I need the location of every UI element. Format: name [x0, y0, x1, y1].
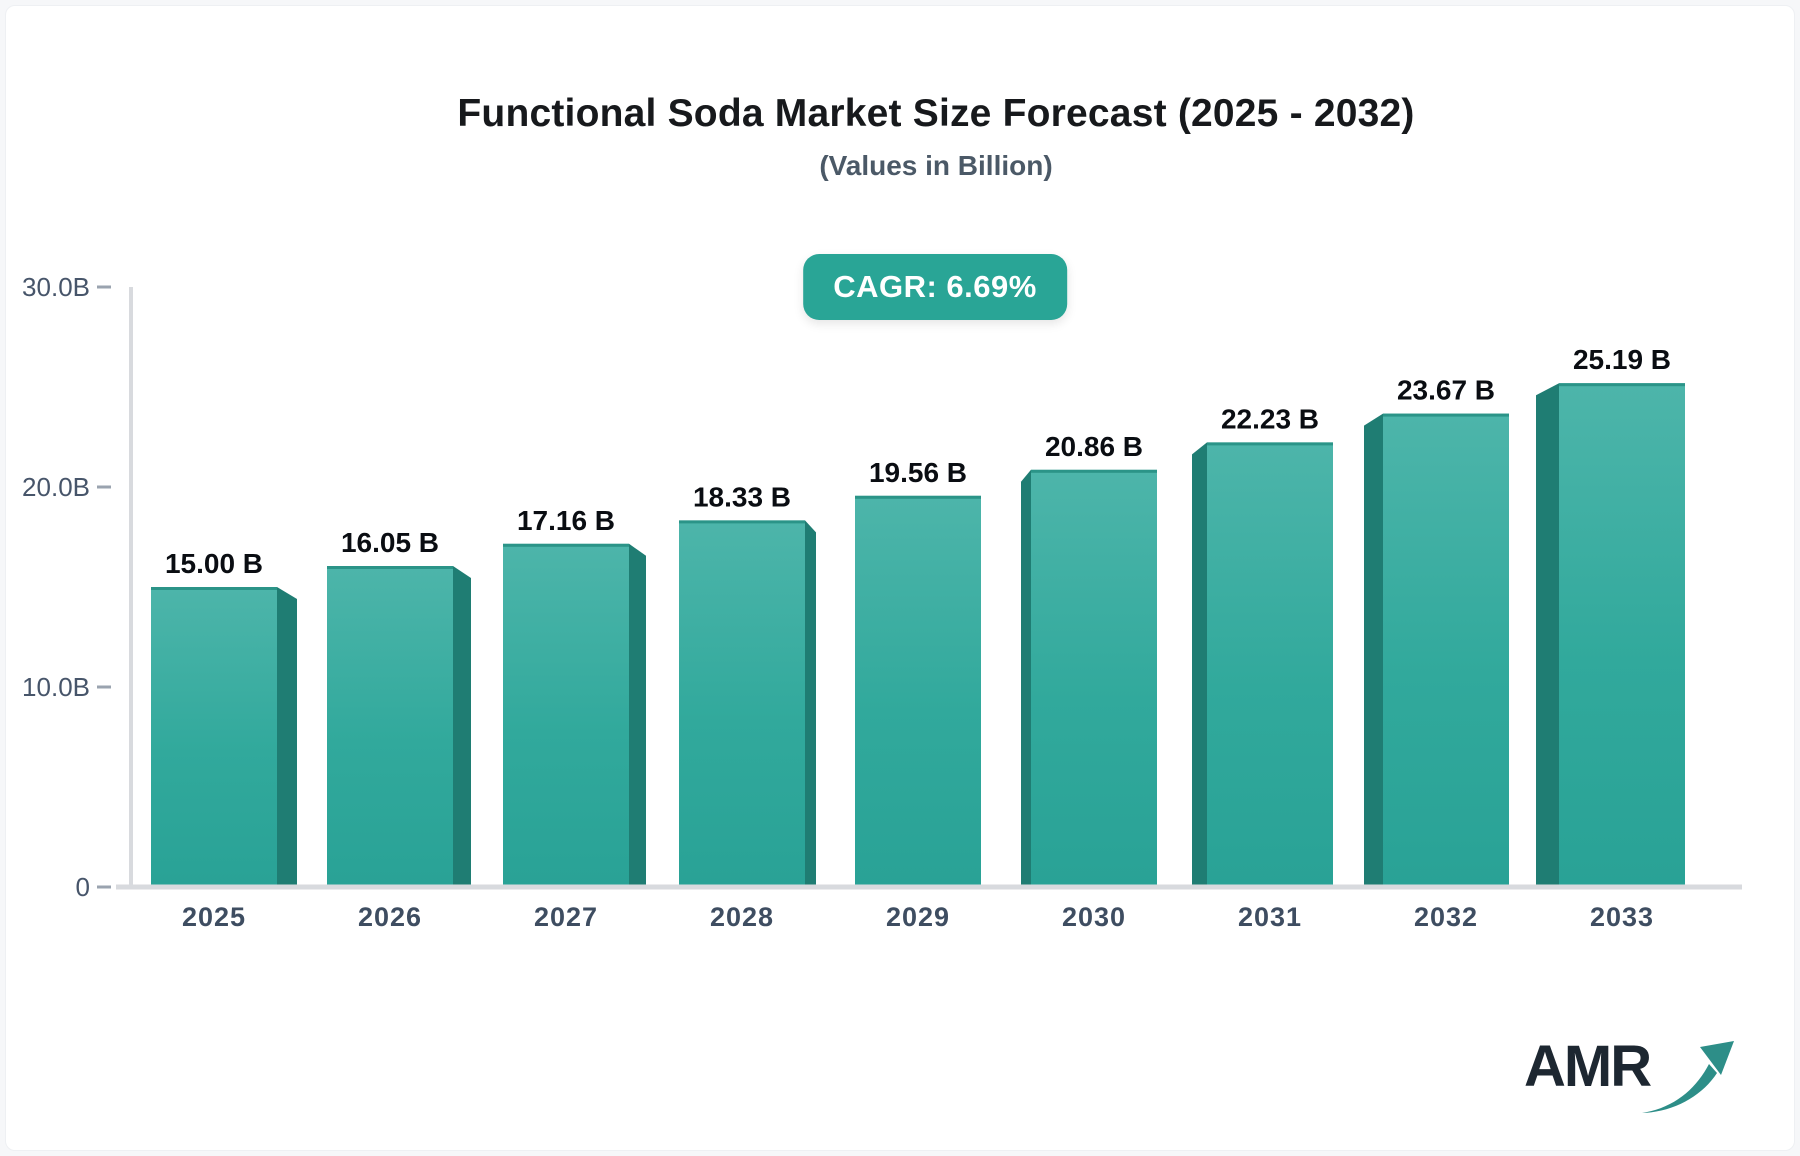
bar-top-edge	[503, 543, 629, 547]
amr-logo-text: AMR	[1524, 1034, 1652, 1099]
y-tick-mark	[97, 885, 111, 889]
chart-title: Functional Soda Market Size Forecast (20…	[457, 92, 1415, 135]
x-axis-label-2027: 2027	[534, 902, 598, 932]
bar-value-label: 23.67 B	[1397, 375, 1495, 406]
bar-top-edge	[679, 520, 805, 524]
bar-3d-side	[1192, 442, 1207, 887]
bar-value-label: 16.05 B	[341, 527, 439, 558]
bar-top-edge	[151, 587, 277, 590]
bar-top-edge	[1031, 469, 1157, 473]
bar-2028	[679, 520, 805, 887]
y-tick-label: 10.0B	[22, 672, 90, 702]
bar-top-edge	[855, 495, 981, 499]
y-tick-mark	[97, 485, 111, 489]
x-axis-label-2029: 2029	[886, 902, 950, 932]
bar-value-label: 25.19 B	[1573, 344, 1671, 375]
bar-3d-side	[1364, 413, 1383, 887]
y-axis-line	[129, 287, 133, 889]
bar-top-edge	[1383, 413, 1509, 417]
x-axis-label-2033: 2033	[1590, 902, 1654, 932]
bar-2027	[503, 543, 629, 887]
bar-3d-side	[1021, 469, 1031, 887]
bar-3d-side	[629, 543, 646, 887]
y-tick-mark	[97, 685, 111, 689]
bar-2026	[327, 566, 453, 887]
x-axis-label-2025: 2025	[182, 902, 246, 932]
bar-value-label: 19.56 B	[869, 457, 967, 488]
x-axis-label-2028: 2028	[710, 902, 774, 932]
bar-top-edge	[327, 566, 453, 569]
chart-header: Functional Soda Market Size Forecast (20…	[130, 92, 1742, 182]
cagr-badge: CAGR: 6.69%	[803, 254, 1067, 320]
amr-logo: AMR	[1524, 1038, 1738, 1118]
bar-2032	[1383, 413, 1509, 887]
bar-3d-side	[453, 566, 471, 887]
bar-value-label: 15.00 B	[165, 548, 263, 579]
bar-2033	[1559, 383, 1685, 887]
bar-3d-side	[805, 520, 816, 887]
bar-value-label: 17.16 B	[517, 505, 615, 536]
bar-2031	[1207, 442, 1333, 887]
bar-value-label: 18.33 B	[693, 481, 791, 512]
y-tick-label: 20.0B	[22, 472, 90, 502]
y-tick-label: 0	[76, 872, 90, 902]
y-tick-label: 30.0B	[22, 272, 90, 302]
trend-up-arrow-icon	[1642, 1041, 1735, 1113]
bar-3d-side	[1536, 383, 1559, 887]
y-tick-mark	[97, 285, 111, 289]
bar-3d-side	[277, 587, 297, 887]
x-axis-label-2026: 2026	[358, 902, 422, 932]
x-axis-label-2031: 2031	[1238, 902, 1302, 932]
bar-value-label: 22.23 B	[1221, 403, 1319, 434]
chart-subtitle: (Values in Billion)	[819, 150, 1053, 181]
bar-top-edge	[1559, 383, 1685, 387]
bar-2025	[151, 587, 277, 887]
bar-2029	[855, 495, 981, 887]
bar-value-label: 20.86 B	[1045, 431, 1143, 462]
x-axis-label-2032: 2032	[1414, 902, 1478, 932]
bar-2030	[1031, 469, 1157, 887]
bar-top-edge	[1207, 442, 1333, 446]
x-axis-line	[116, 884, 1742, 890]
x-axis-label-2030: 2030	[1062, 902, 1126, 932]
